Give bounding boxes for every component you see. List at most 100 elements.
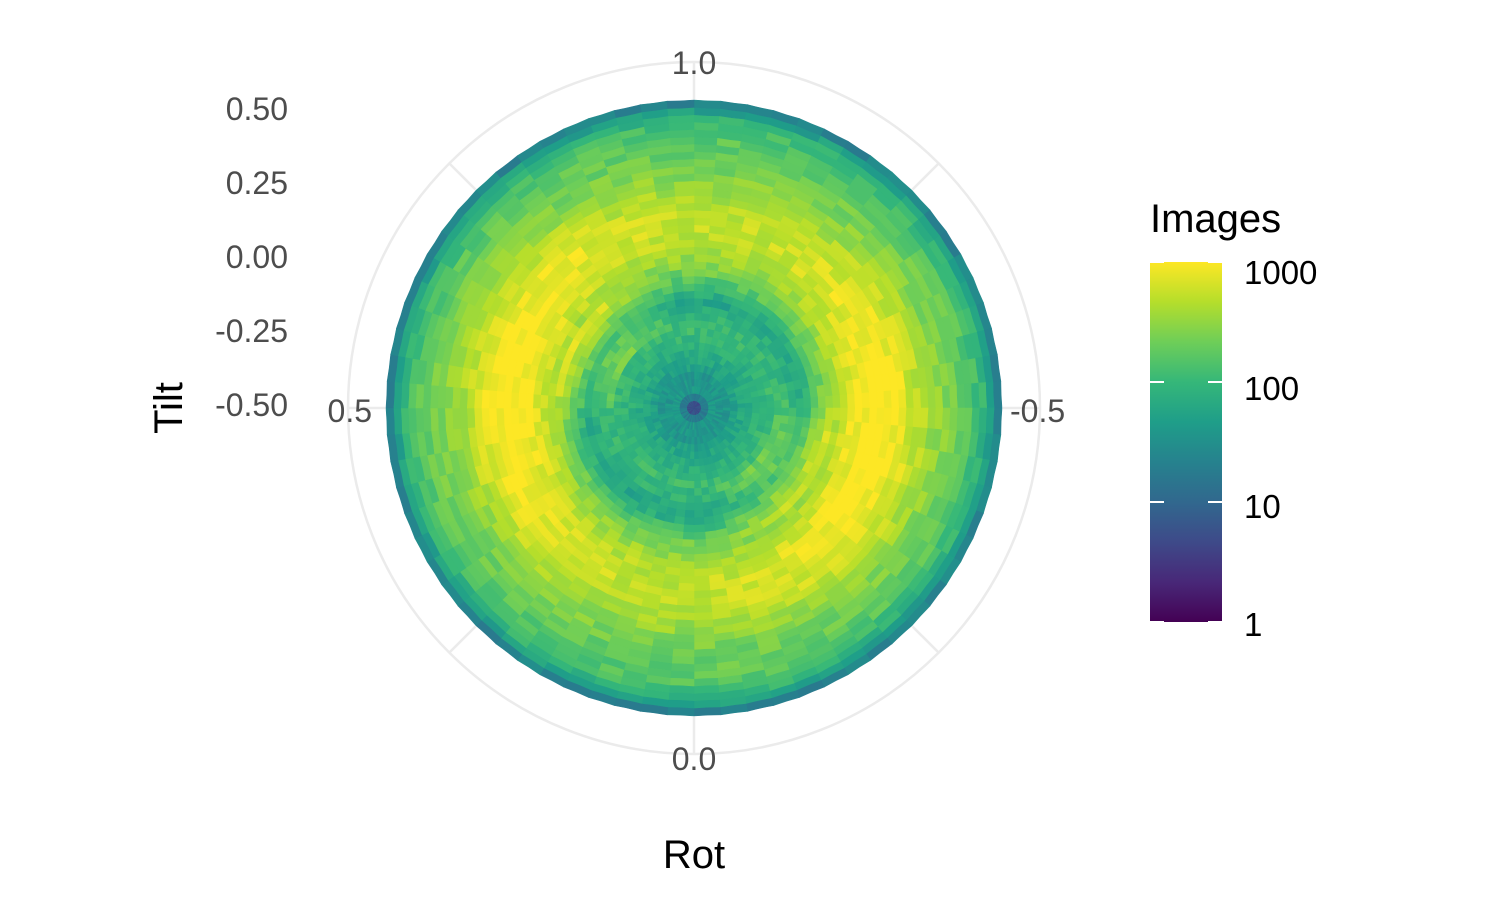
heatmap-cell [672, 641, 695, 651]
heatmap-cell [693, 319, 702, 328]
heatmap-cell [569, 396, 578, 409]
heatmap-cell [605, 400, 614, 409]
heatmap-cell [554, 407, 563, 421]
heatmap-cell [613, 400, 622, 409]
radial-tick-label-0-25: 0.25 [226, 165, 288, 201]
heatmap-cell [693, 195, 713, 204]
heatmap-cell [693, 187, 714, 197]
heatmap-cell [666, 707, 695, 717]
heatmap-cell [898, 407, 907, 427]
heatmap-cell [583, 398, 593, 409]
heatmap-cell [671, 648, 695, 658]
heatmap-cell [539, 394, 549, 409]
heatmap-cell [693, 612, 713, 621]
heatmap-cell [576, 397, 585, 409]
heatmap-cell [547, 407, 556, 422]
heatmap-cell [473, 388, 483, 409]
heatmap-cell [561, 407, 571, 420]
heatmap-cell [677, 217, 695, 226]
heatmap-cell [451, 386, 461, 409]
heatmap-cells [385, 99, 1003, 717]
heatmap-cell [693, 224, 711, 233]
heatmap-cell [722, 404, 731, 409]
heatmap-cell [693, 275, 706, 285]
legend-label-100: 100 [1244, 370, 1299, 407]
heatmap-cell [680, 253, 695, 263]
heatmap-cell [517, 407, 527, 424]
heatmap-cell [598, 399, 607, 409]
heatmap-cell [693, 173, 715, 182]
heatmap-cell [473, 407, 483, 428]
heatmap-cell [934, 385, 944, 409]
heatmap-cell [525, 407, 534, 424]
heatmap-cell [832, 394, 841, 409]
heatmap-cell [687, 341, 695, 350]
heatmap-cell [554, 395, 563, 409]
angular-tick-label-0-0: 0.0 [672, 741, 716, 777]
heatmap-cell [680, 546, 695, 555]
heatmap-cell [693, 217, 711, 226]
heatmap-cell [759, 407, 768, 415]
heatmap-cell [876, 407, 885, 425]
heatmap-cell [627, 407, 636, 415]
heatmap-cell [688, 349, 695, 358]
heatmap-cell [642, 407, 651, 413]
heatmap-cell [685, 312, 695, 321]
heatmap-cell [869, 391, 878, 409]
heatmap-cell [737, 403, 746, 409]
heatmap-cell [673, 173, 695, 182]
heatmap-cell [481, 407, 490, 427]
heatmap-cell [693, 341, 701, 350]
heatmap-cell [693, 707, 722, 717]
heatmap-cell [788, 407, 797, 418]
legend-label-10: 10 [1244, 488, 1281, 525]
heatmap-cell [466, 387, 476, 409]
heatmap-cell [752, 407, 761, 415]
heatmap-cell [676, 597, 695, 607]
heatmap-cell [693, 539, 707, 548]
heatmap-cell [693, 575, 710, 585]
angular-tick-label-neg-0-5: -0.5 [1010, 393, 1065, 429]
heatmap-cell [698, 465, 706, 475]
heatmap-cell [825, 407, 834, 421]
heatmap-cell [847, 407, 856, 423]
heatmap-cell [682, 341, 690, 351]
heatmap-cell [693, 597, 712, 607]
heatmap-cell [680, 334, 689, 344]
legend-colorbar [1150, 262, 1222, 622]
heatmap-cell [744, 397, 753, 404]
heatmap-cell [674, 187, 695, 197]
heatmap-cell [693, 297, 704, 307]
heatmap-cell [920, 407, 929, 429]
heatmap-cell [576, 407, 585, 419]
heatmap-cell [774, 400, 783, 409]
heatmap-cell [459, 407, 468, 429]
heatmap-cell [459, 387, 468, 409]
heatmap-cell [671, 158, 695, 168]
heatmap-cell [488, 389, 498, 409]
y-axis-title: Tilt [147, 382, 191, 434]
heatmap-cell [495, 407, 505, 426]
heatmap-cell [635, 412, 644, 419]
heatmap-cell [693, 604, 713, 614]
heatmap-cell [684, 509, 695, 519]
heatmap-cell [613, 407, 622, 416]
heatmap-cell [693, 531, 706, 541]
angular-tick-label-1-0: 1.0 [672, 45, 716, 81]
heatmap-cell [766, 400, 775, 409]
heatmap-cell [781, 399, 790, 409]
heatmap-cell [693, 334, 701, 343]
heatmap-cell [693, 590, 711, 599]
radial-tick-label-neg-0-50: -0.50 [215, 387, 288, 423]
heatmap-cell [847, 393, 856, 409]
heatmap-cell [693, 583, 711, 592]
heatmap-cell [673, 180, 695, 190]
heatmap-cell [693, 209, 712, 219]
heatmap-cell [481, 389, 490, 409]
heatmap-cell [693, 99, 722, 109]
heatmap-cell [766, 407, 775, 416]
heatmap-cell [676, 209, 695, 219]
heatmap-cell [693, 561, 709, 570]
heatmap-cell [693, 546, 708, 555]
heatmap-cell [693, 568, 710, 577]
